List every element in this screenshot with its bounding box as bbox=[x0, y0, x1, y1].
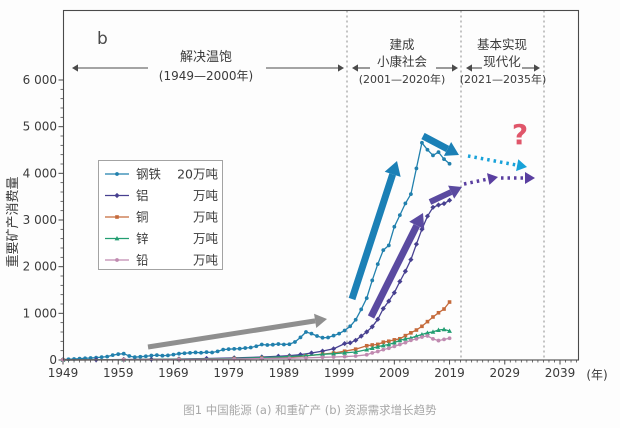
legend-marker-钢铁 bbox=[105, 172, 129, 176]
legend-unit-steel: 20万吨 bbox=[177, 167, 218, 182]
aluminum-forecast-arrow-2 bbox=[501, 172, 535, 184]
axis-ticks-layer: 1949 1959 1969 1979 1989 1999 2009 2019 2029 2039… bbox=[23, 73, 577, 380]
steel-surge-arrow bbox=[348, 161, 401, 301]
legend-labels: 钢铁 20万吨 铝 万吨 铜 万吨 锌 万吨 铅 万吨 bbox=[136, 167, 218, 268]
period-span-arrow-4 bbox=[436, 64, 458, 72]
x-tick-label: 2019 bbox=[434, 366, 465, 380]
legend-unit-zinc: 万吨 bbox=[193, 231, 219, 246]
steel-decline-arrow bbox=[421, 132, 459, 156]
period2-title-line2: 小康社会 bbox=[377, 54, 428, 69]
forecast-question-mark: ? bbox=[512, 118, 528, 151]
period2-title-line1: 建成 bbox=[389, 37, 414, 52]
legend-marker-铝 bbox=[105, 192, 129, 199]
y-axis-title: 重要矿产消费量 bbox=[5, 176, 21, 267]
steel-forecast-arrow bbox=[467, 154, 527, 172]
trend-arrows-layer bbox=[72, 64, 540, 350]
x-tick-label: 1959 bbox=[103, 366, 134, 380]
period-span-arrow-5 bbox=[466, 64, 482, 72]
period3-years: (2021—2035年) bbox=[460, 72, 547, 86]
period1-title: 解决温饱 bbox=[180, 50, 232, 65]
aluminum-late-arrow bbox=[428, 185, 462, 205]
y-tick-label: 3 000 bbox=[23, 213, 57, 227]
legend-name-aluminum: 铝 bbox=[136, 188, 149, 203]
x-tick-label: 2009 bbox=[379, 366, 410, 380]
period-span-arrow-6 bbox=[522, 64, 540, 72]
legend-name-copper: 铜 bbox=[136, 210, 149, 225]
figure-caption: 图1 中国能源 (a) 和重矿产 (b) 资源需求增长趋势 bbox=[183, 403, 437, 417]
x-axis-unit: (年) bbox=[586, 368, 607, 382]
plot-border bbox=[62, 9, 580, 361]
historical-growth-arrow bbox=[147, 313, 327, 350]
legend-name-steel: 钢铁 bbox=[136, 167, 162, 182]
series-铅 bbox=[61, 334, 452, 362]
period-span-arrow-1 bbox=[72, 64, 148, 72]
period2-years: (2001—2020年) bbox=[359, 72, 446, 86]
y-tick-label: 0 bbox=[49, 353, 57, 367]
x-tick-label: 1979 bbox=[213, 366, 244, 380]
legend-unit-copper: 万吨 bbox=[193, 210, 219, 225]
period1-years: (1949—2000年) bbox=[159, 69, 253, 83]
legend-marker-铜 bbox=[105, 215, 129, 219]
y-tick-label: 6 000 bbox=[23, 73, 57, 87]
legend-box bbox=[98, 160, 223, 270]
x-tick-label: 1989 bbox=[269, 366, 300, 380]
y-tick-label: 4 000 bbox=[23, 166, 57, 180]
aluminum-forecast-arrow-1 bbox=[463, 173, 498, 186]
period3-title-line2: 现代化 bbox=[483, 54, 521, 69]
legend-name-zinc: 锌 bbox=[136, 231, 149, 246]
period-span-arrow-3 bbox=[352, 64, 370, 72]
aluminum-surge-arrow bbox=[367, 213, 425, 319]
legend-name-lead: 铅 bbox=[136, 253, 149, 268]
legend-markers bbox=[105, 172, 129, 262]
legend-marker-锌 bbox=[105, 236, 129, 241]
y-tick-label: 5 000 bbox=[23, 120, 57, 134]
x-tick-label: 1949 bbox=[48, 366, 79, 380]
legend-marker-铅 bbox=[105, 258, 129, 262]
legend-unit-lead: 万吨 bbox=[193, 253, 219, 268]
series-钢铁 bbox=[61, 140, 452, 362]
legend-unit-aluminum: 万吨 bbox=[193, 188, 219, 203]
x-tick-label: 2029 bbox=[490, 366, 521, 380]
period3-title-line1: 基本实现 bbox=[477, 37, 527, 52]
x-tick-label: 1999 bbox=[324, 366, 355, 380]
x-tick-label: 1969 bbox=[158, 366, 189, 380]
x-tick-label: 2039 bbox=[545, 366, 576, 380]
panel-label: b bbox=[97, 29, 108, 49]
dashed-guides-layer bbox=[346, 10, 545, 360]
series-锌 bbox=[60, 326, 452, 362]
y-tick-label: 2 000 bbox=[23, 260, 57, 274]
y-tick-label: 1 000 bbox=[23, 306, 57, 320]
period-span-arrow-2 bbox=[266, 64, 344, 72]
